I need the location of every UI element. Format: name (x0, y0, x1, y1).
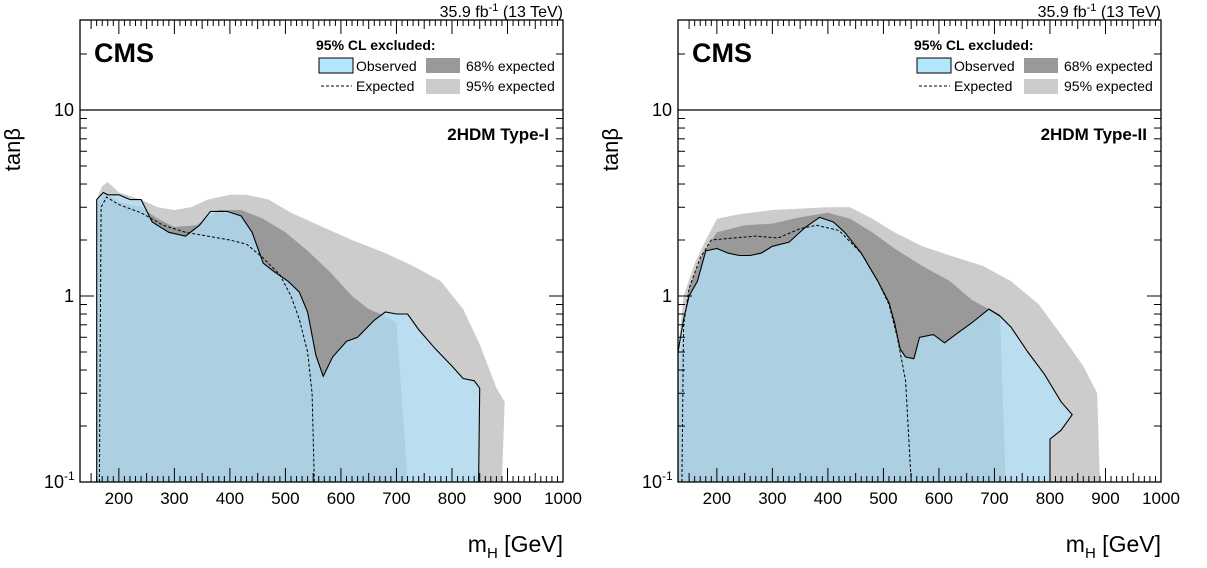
legend-observed-label: Observed (954, 58, 1015, 74)
energy-label: (13 TeV) (1096, 4, 1161, 21)
x-axis-label-main: m (1066, 531, 1085, 557)
x-axis-label-unit: [GeV] (498, 531, 563, 557)
legend-band68-label: 68% expected (1064, 58, 1153, 74)
legend: 95% CL excluded: Observed 68% expected Expe… (316, 37, 555, 94)
xtick-label: 300 (758, 489, 786, 508)
plot-frame (677, 19, 1162, 483)
lumi-value: 35.9 fb (440, 4, 489, 21)
xtick-label: 800 (1036, 489, 1064, 508)
energy-label: (13 TeV) (498, 4, 563, 21)
cms-label: CMS (692, 38, 752, 68)
x-axis-label-main: m (468, 531, 487, 557)
plot-area (96, 182, 505, 482)
expected-line (98, 196, 315, 482)
lumi-value: 35.9 fb (1038, 4, 1087, 21)
ytick-label: 10 (54, 100, 74, 120)
legend-band95-label: 95% expected (1064, 78, 1153, 94)
xtick-label: 500 (869, 489, 897, 508)
xtick-label: 600 (925, 489, 953, 508)
xtick-label: 400 (814, 489, 842, 508)
lumi-label: 35.9 fb-1 (13 TeV) (1038, 2, 1161, 21)
legend-band95-label: 95% expected (466, 78, 555, 94)
xtick-label: 200 (105, 489, 133, 508)
y-axis-label: tanβ (598, 128, 623, 171)
xtick-label: 900 (493, 489, 521, 508)
lumi-sup: -1 (1087, 2, 1097, 14)
plot-frame (79, 19, 564, 483)
legend-band68-swatch (426, 58, 460, 73)
ytick-label: 10 (44, 472, 64, 492)
legend-band95-swatch (1024, 79, 1058, 94)
legend-observed-swatch (318, 57, 354, 74)
xtick-label: 200 (703, 489, 731, 508)
observed-line (678, 216, 1073, 482)
legend-expected-label: Expected (954, 78, 1012, 94)
legend-band95-swatch (426, 79, 460, 94)
model-title: 2HDM Type-II (1041, 125, 1147, 144)
legend-observed-label: Observed (356, 58, 417, 74)
x-axis-label: mH [GeV] (1066, 531, 1161, 562)
xtick-label: 1000 (544, 489, 582, 508)
xtick-label: 300 (160, 489, 188, 508)
xtick-label: 400 (216, 489, 244, 508)
plot-area (678, 207, 1100, 482)
ytick-label-sup: -1 (662, 469, 673, 483)
xtick-label: 700 (980, 489, 1008, 508)
legend: 95% CL excluded: Observed 68% expected Expe… (914, 37, 1153, 94)
expected-line (681, 224, 912, 482)
lumi-sup: -1 (489, 2, 499, 14)
x-axis-label-unit: [GeV] (1096, 531, 1161, 557)
ytick-label: 10 (652, 100, 672, 120)
xtick-label: 700 (382, 489, 410, 508)
x-axis-label-sub: H (487, 545, 498, 562)
observed-area (678, 217, 1073, 482)
model-title: 2HDM Type-I (447, 125, 549, 144)
xtick-label: 900 (1091, 489, 1119, 508)
xtick-label: 1000 (1142, 489, 1180, 508)
observed-line (96, 191, 481, 482)
x-axis-label: mH [GeV] (468, 531, 563, 562)
ytick-label: 10 (642, 472, 662, 492)
cms-label: CMS (94, 38, 154, 68)
legend-expected-label: Expected (356, 78, 414, 94)
xtick-label: 800 (438, 489, 466, 508)
ytick-label-sup: -1 (64, 469, 75, 483)
legend-header: 95% CL excluded: (914, 37, 1034, 53)
y-axis-label: tanβ (0, 128, 25, 171)
legend-band68-swatch (1024, 58, 1058, 73)
x-axis-label-sub: H (1085, 545, 1096, 562)
ytick-label: 1 (64, 286, 74, 306)
legend-band68-label: 68% expected (466, 58, 555, 74)
observed-area (96, 192, 480, 482)
legend-observed-swatch (916, 57, 952, 74)
lumi-label: 35.9 fb-1 (13 TeV) (440, 2, 563, 21)
xtick-label: 600 (327, 489, 355, 508)
xtick-label: 500 (271, 489, 299, 508)
legend-header: 95% CL excluded: (316, 37, 436, 53)
ytick-label: 1 (662, 286, 672, 306)
